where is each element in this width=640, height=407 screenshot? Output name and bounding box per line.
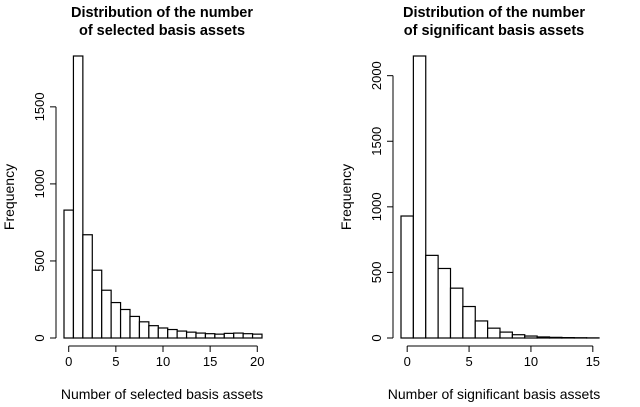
x-tick-label: 0: [65, 354, 72, 369]
histogram-bar: [167, 328, 178, 339]
x-tick-label: 20: [250, 354, 264, 369]
histogram-bar: [511, 334, 526, 339]
histogram-bar: [148, 325, 159, 339]
x-tick-label: 5: [112, 354, 119, 369]
y-tick-label: 0: [32, 334, 47, 341]
histogram-bar: [204, 333, 216, 339]
y-tick-label: 1500: [369, 127, 384, 156]
panel1-x-axis-label: Number of selected basis assets: [61, 386, 263, 402]
panel1-x-axis: 0 5 10 15 20: [65, 345, 265, 369]
panel2-y-axis-label: Frequency: [338, 164, 354, 230]
x-tick-label: 15: [203, 354, 217, 369]
histogram-bar: [185, 331, 197, 339]
histogram-bar: [129, 315, 141, 339]
histogram-bar: [412, 55, 427, 339]
x-tick-label: 15: [586, 354, 600, 369]
histogram-bar: [524, 335, 538, 339]
histogram-bar: [474, 320, 489, 339]
histogram-bar: [548, 336, 563, 339]
histogram-bar: [499, 331, 513, 339]
histogram-bar: [487, 327, 501, 339]
y-tick-label: 1500: [32, 92, 47, 121]
panel2-title-line1: Distribution of the number: [403, 5, 585, 21]
histogram-bar: [251, 333, 263, 339]
histogram-bar: [195, 332, 207, 339]
panel1-y-axis-label: Frequency: [1, 164, 17, 230]
x-tick-label: 10: [156, 354, 170, 369]
panel2-title-line2: of significant basis assets: [404, 23, 585, 39]
histogram-bar: [437, 267, 452, 339]
panel1-y-axis: 0 500 1000 1500: [32, 92, 57, 342]
x-tick-label: 0: [404, 354, 411, 369]
panel2-bars: [400, 55, 600, 339]
panel-significant-basis-assets: Distribution of the number of significan…: [338, 5, 600, 402]
panel-selected-basis-assets: Distribution of the number of selected b…: [1, 5, 265, 402]
histogram-bar: [462, 305, 476, 339]
histogram-bar: [400, 215, 414, 339]
histogram-bar: [233, 332, 244, 339]
x-tick-label: 5: [465, 354, 472, 369]
histogram-bar: [242, 333, 254, 339]
histogram-bar: [536, 336, 551, 339]
histogram-bar: [176, 330, 188, 339]
y-tick-label: 500: [369, 262, 384, 284]
histogram-bar: [101, 289, 112, 339]
histogram-bar: [119, 308, 131, 339]
y-tick-label: 0: [369, 334, 384, 341]
panel1-title-line2: of selected basis assets: [79, 23, 245, 39]
x-tick-label: 10: [524, 354, 538, 369]
histogram-bar: [157, 327, 169, 339]
histogram-bar: [223, 332, 235, 339]
histogram-bar: [138, 321, 150, 339]
histogram-bar: [449, 287, 464, 339]
histogram-bar: [63, 209, 75, 339]
y-tick-label: 1000: [32, 169, 47, 198]
panel1-title-line1: Distribution of the number: [71, 5, 253, 21]
y-tick-label: 500: [32, 250, 47, 272]
y-tick-label: 2000: [369, 61, 384, 90]
histogram-bar: [110, 301, 122, 339]
histogram-bar: [82, 234, 93, 339]
panel2-x-axis-label: Number of significant basis assets: [388, 386, 600, 402]
histogram-bar: [72, 55, 84, 339]
panel2-y-axis: 0 500 1000 1500 2000: [369, 61, 394, 342]
panel1-bars: [63, 55, 263, 339]
panel2-x-axis: 0 5 10 15: [404, 345, 600, 369]
histogram-bar: [425, 254, 439, 339]
histogram-bar: [214, 333, 225, 339]
histogram-bar: [91, 269, 103, 339]
y-tick-label: 1000: [369, 192, 384, 221]
